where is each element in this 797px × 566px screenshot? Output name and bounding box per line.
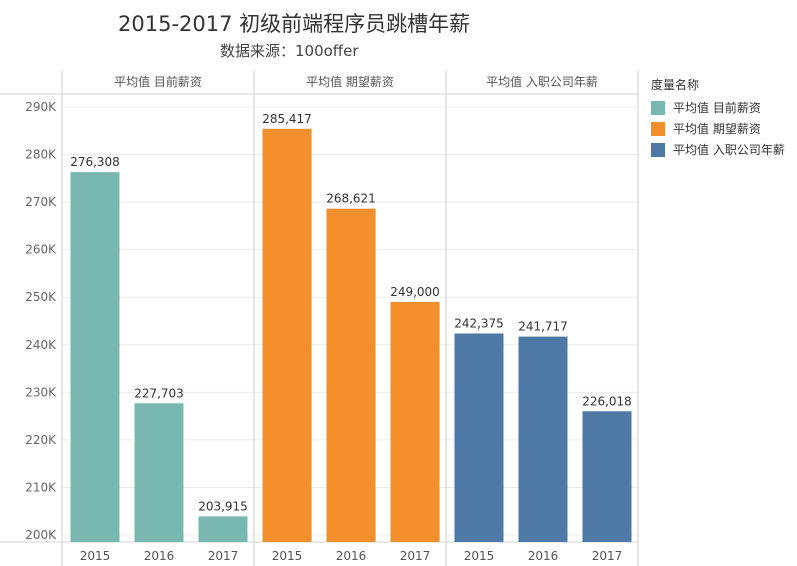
y-tick-label: 260K bbox=[25, 243, 57, 257]
bar bbox=[262, 128, 312, 542]
data-label: 249,000 bbox=[390, 285, 440, 299]
bar-chart: 200K 210K 220K 230K 240K 250K 260K 270K 280K 290K… bbox=[0, 71, 639, 566]
legend-swatch bbox=[651, 121, 665, 136]
bar bbox=[518, 336, 568, 542]
bar bbox=[70, 172, 120, 542]
data-label: 227,703 bbox=[134, 386, 184, 400]
legend-item-hired-salary[interactable]: 平均值 入职公司年薪 bbox=[651, 141, 785, 158]
y-tick-label: 210K bbox=[25, 480, 57, 494]
bar bbox=[326, 208, 376, 543]
x-tick-label: 2016 bbox=[336, 549, 367, 563]
panel-header: 平均值 期望薪资 bbox=[306, 74, 394, 89]
panel-header: 平均值 入职公司年薪 bbox=[486, 74, 598, 89]
legend-label: 平均值 期望薪资 bbox=[673, 122, 761, 136]
data-label: 242,375 bbox=[454, 316, 504, 330]
legend-swatch bbox=[651, 100, 665, 115]
data-label: 226,018 bbox=[582, 394, 632, 408]
bar bbox=[390, 301, 440, 542]
y-tick-label: 270K bbox=[25, 195, 57, 209]
x-tick-label: 2017 bbox=[400, 549, 431, 563]
data-label: 285,417 bbox=[262, 112, 312, 126]
x-tick-label: 2015 bbox=[272, 549, 303, 563]
data-label: 241,717 bbox=[518, 320, 568, 334]
y-tick-label: 240K bbox=[25, 338, 57, 352]
bar bbox=[454, 333, 504, 542]
x-tick-label: 2016 bbox=[528, 549, 559, 563]
y-tick-label: 220K bbox=[25, 433, 57, 447]
y-tick-label: 250K bbox=[25, 290, 57, 304]
legend-item-expected-salary[interactable]: 平均值 期望薪资 bbox=[651, 120, 785, 137]
y-tick-label: 280K bbox=[25, 148, 57, 162]
legend-swatch bbox=[651, 142, 665, 157]
panel-header: 平均值 目前薪资 bbox=[114, 74, 202, 89]
legend-title: 度量名称 bbox=[651, 78, 700, 92]
bar bbox=[198, 516, 248, 542]
legend: 度量名称 平均值 目前薪资 平均值 期望薪资 平均值 入职公司年薪 bbox=[651, 76, 785, 162]
legend-label: 平均值 入职公司年薪 bbox=[673, 143, 785, 157]
bar bbox=[134, 403, 184, 542]
x-tick-label: 2015 bbox=[80, 549, 111, 563]
chart-subtitle: 数据来源：100offer bbox=[220, 42, 359, 60]
legend-item-current-salary[interactable]: 平均值 目前薪资 bbox=[651, 99, 785, 116]
x-tick-label: 2017 bbox=[592, 549, 623, 563]
y-tick-label: 230K bbox=[25, 385, 57, 399]
data-label: 268,621 bbox=[326, 192, 376, 206]
data-label: 203,915 bbox=[198, 499, 248, 513]
data-label: 276,308 bbox=[70, 155, 120, 169]
x-tick-label: 2015 bbox=[464, 549, 495, 563]
y-tick-label: 290K bbox=[25, 100, 57, 114]
chart-title: 2015-2017 初级前端程序员跳槽年薪 bbox=[118, 12, 471, 36]
bar bbox=[582, 411, 632, 542]
y-tick-label: 200K bbox=[25, 528, 57, 542]
legend-label: 平均值 目前薪资 bbox=[673, 101, 761, 115]
x-tick-label: 2016 bbox=[144, 549, 175, 563]
x-tick-label: 2017 bbox=[208, 549, 239, 563]
